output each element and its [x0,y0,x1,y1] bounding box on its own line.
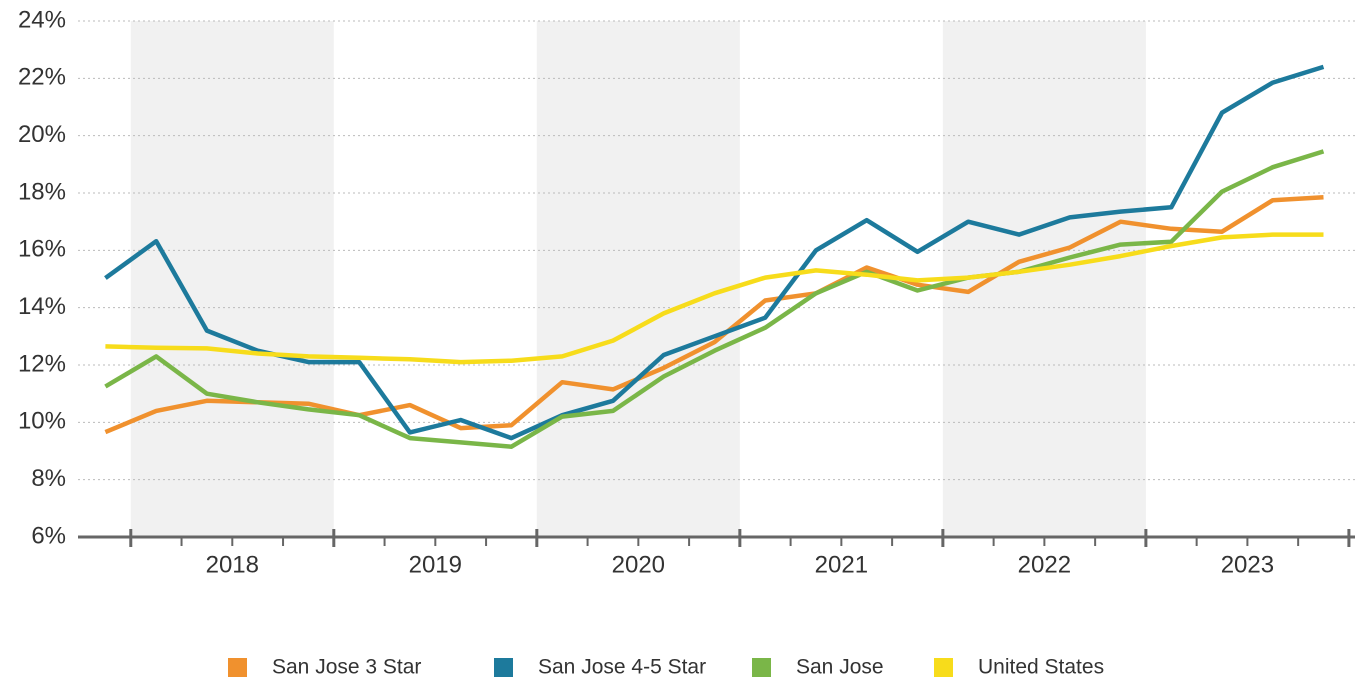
legend-label: San Jose [796,656,884,679]
legend-label: United States [978,656,1104,679]
x-tick-label: 2022 [1018,551,1071,578]
x-tick-label: 2018 [206,551,259,578]
y-tick-label: 18% [18,178,66,205]
series-line [105,232,1324,365]
y-tick-label: 14% [18,293,66,320]
legend-swatch [752,658,771,677]
legend-label: San Jose 4-5 Star [538,656,706,679]
legend-swatch [228,658,247,677]
legend-swatch [494,658,513,677]
y-tick-label: 22% [18,64,66,91]
x-tick-label: 2023 [1221,551,1274,578]
y-tick-label: 10% [18,408,66,435]
y-tick-label: 24% [18,6,66,33]
y-tick-label: 12% [18,350,66,377]
y-tick-label: 16% [18,236,66,263]
legend-swatch [934,658,953,677]
y-tick-label: 8% [31,465,66,492]
legend-label: San Jose 3 Star [272,656,421,679]
x-tick-label: 2020 [612,551,665,578]
series-line [104,195,1324,435]
year-band [942,21,1146,537]
y-tick-label: 20% [18,121,66,148]
year-band [130,21,334,537]
series-line [104,149,1325,449]
y-tick-label: 6% [31,522,66,549]
x-tick-label: 2021 [815,551,868,578]
year-band [536,21,740,537]
x-tick-label: 2019 [409,551,462,578]
series-line [104,64,1325,441]
